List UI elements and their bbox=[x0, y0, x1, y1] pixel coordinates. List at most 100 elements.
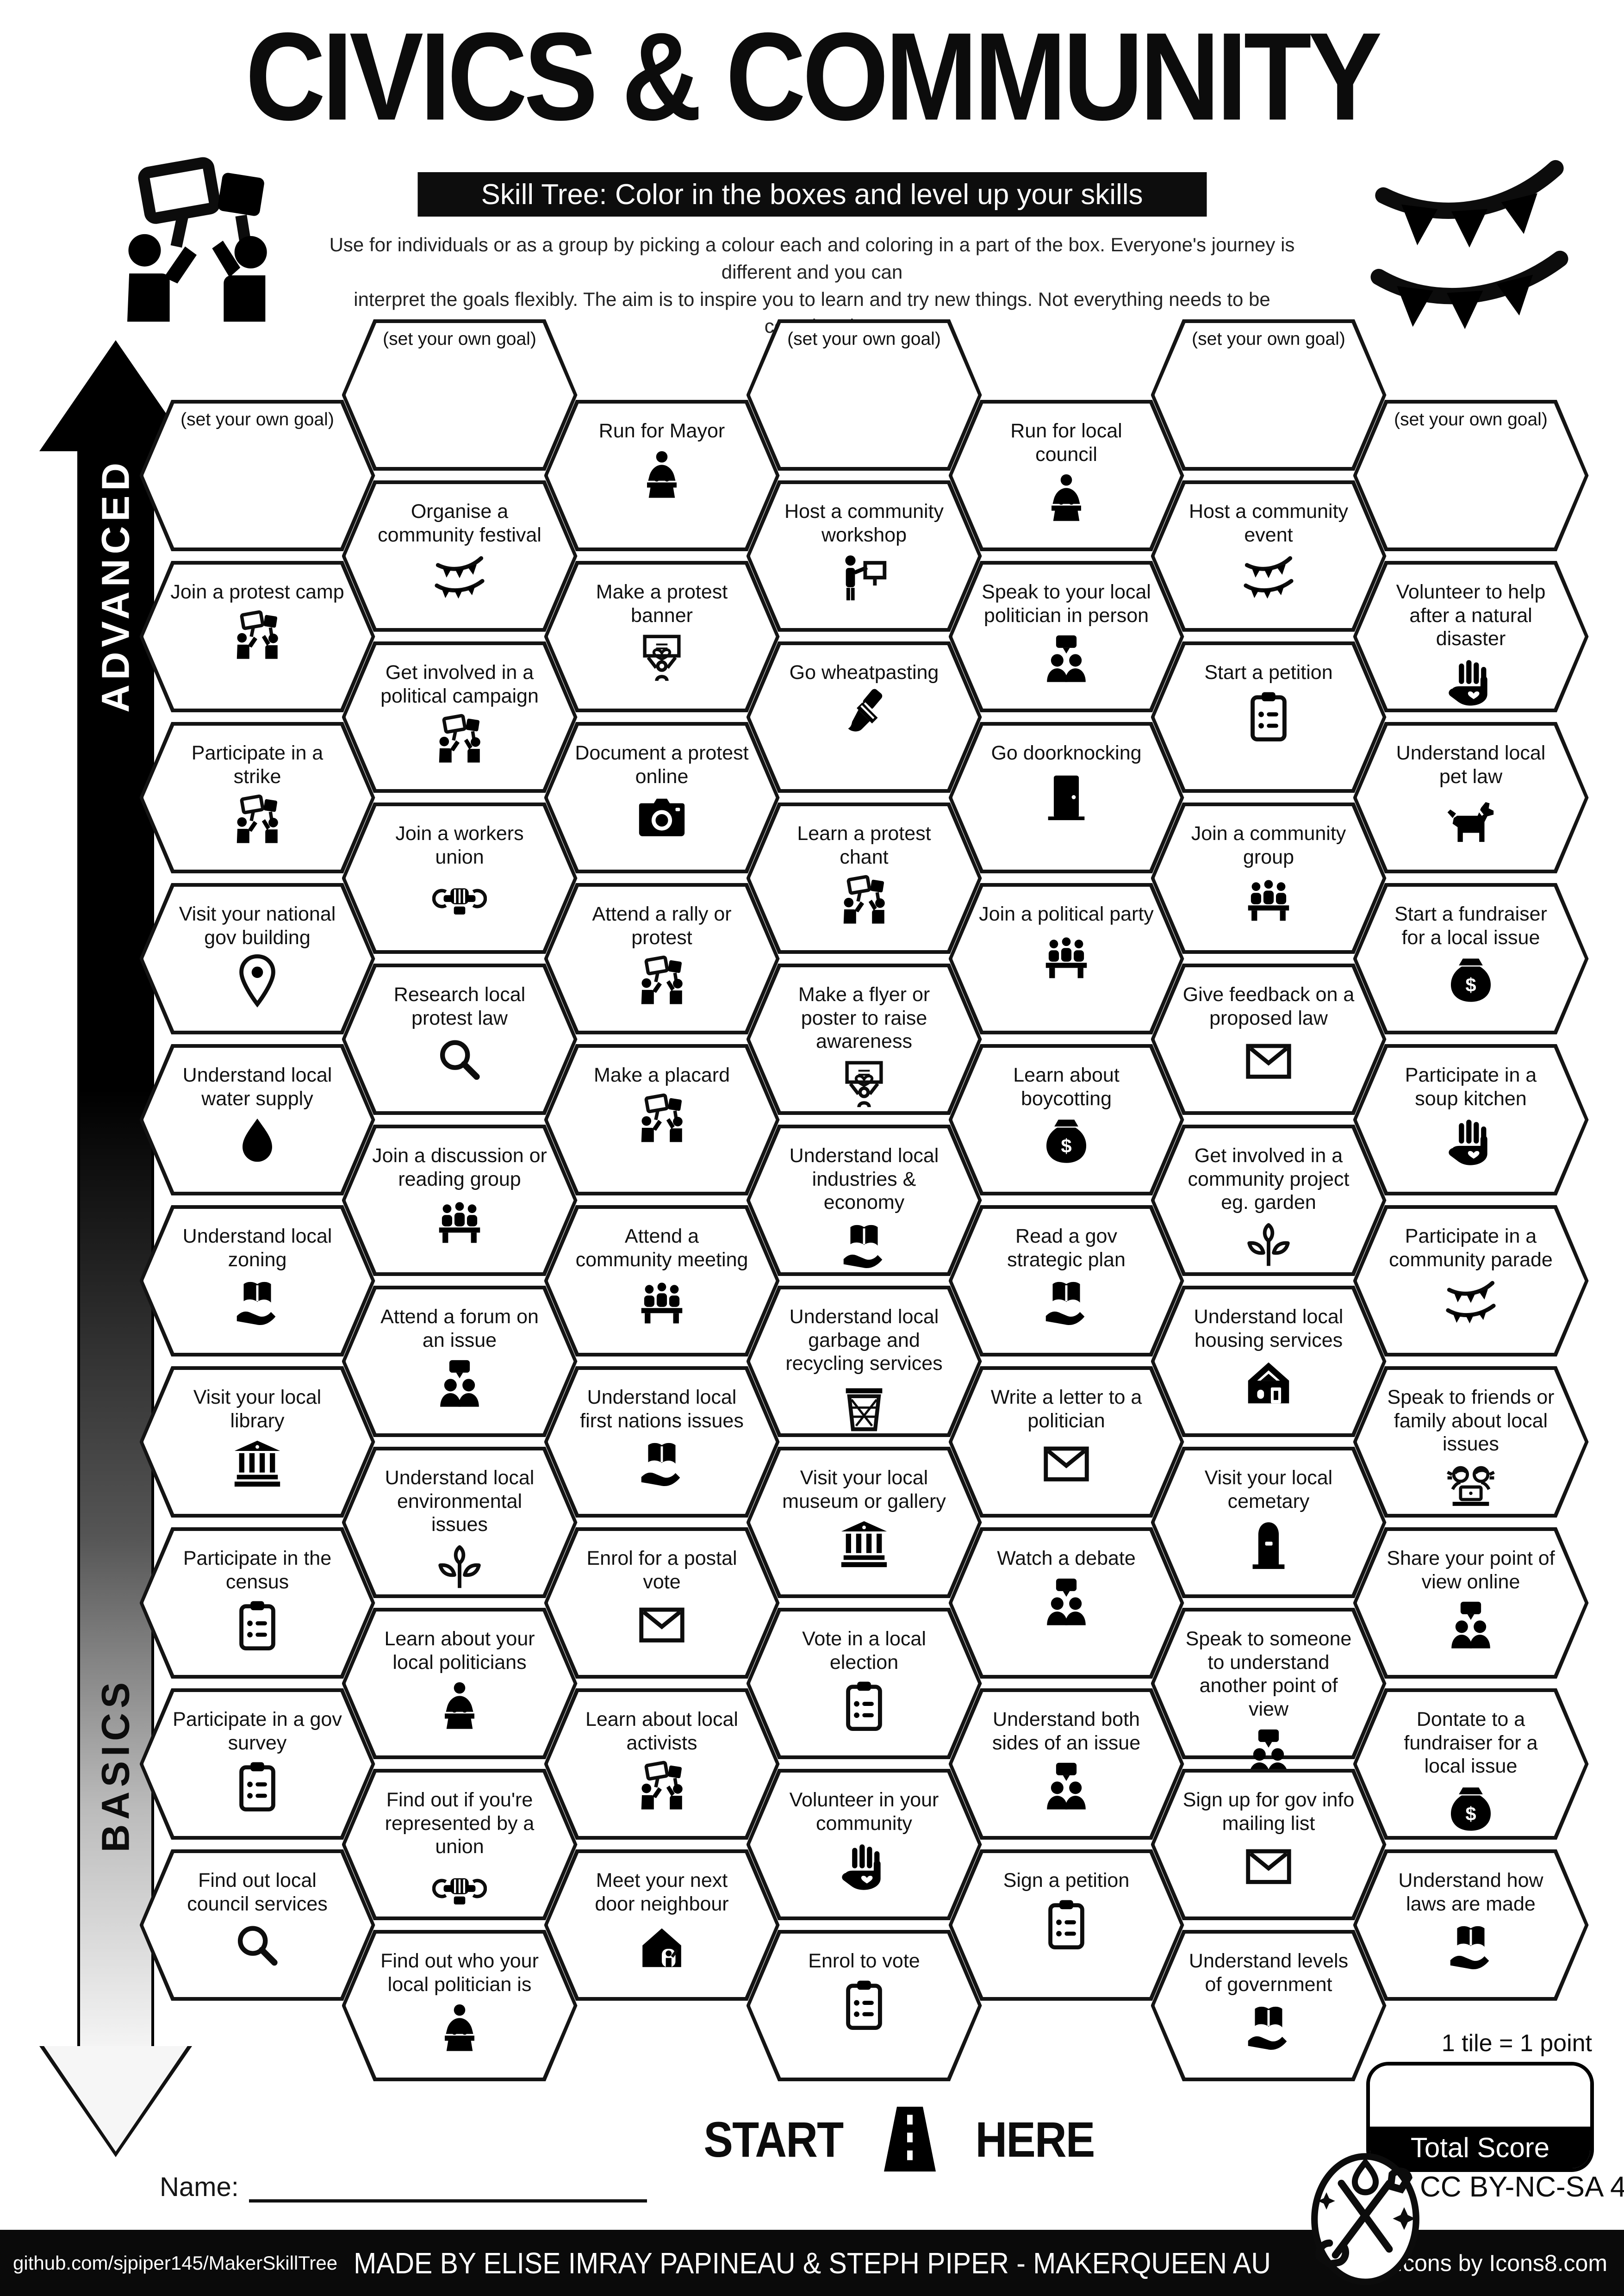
skill-tile[interactable]: Sign up for gov info mailing list bbox=[1151, 1769, 1387, 1920]
skill-tile[interactable]: Learn about your local politicians bbox=[342, 1608, 578, 1759]
skill-tile[interactable]: Dontate to a fundraiser for a local issu… bbox=[1353, 1688, 1589, 1840]
skill-tile[interactable]: Make a placard bbox=[544, 1044, 780, 1195]
skill-tile[interactable]: Understand how laws are made bbox=[1353, 1849, 1589, 2001]
skill-tile[interactable]: Join a political party bbox=[948, 883, 1184, 1034]
hex-fill bbox=[750, 1289, 978, 1433]
hex-fill bbox=[1154, 484, 1383, 628]
skill-tile[interactable]: Participate in a soup kitchen bbox=[1353, 1044, 1589, 1195]
skill-tile[interactable]: Sign a petition bbox=[948, 1849, 1184, 2001]
skill-tile[interactable]: Visit your local museum or gallery bbox=[746, 1447, 982, 1598]
skill-tile[interactable]: Run for local council bbox=[948, 400, 1184, 551]
skill-tile[interactable]: Volunteer to help after a natural disast… bbox=[1353, 561, 1589, 712]
tile-label: Give feedback on a proposed law bbox=[1182, 983, 1355, 1029]
skill-tile[interactable]: Speak to someone to understand another p… bbox=[1151, 1608, 1387, 1759]
skill-tile[interactable]: (set your own goal) bbox=[342, 319, 578, 471]
skill-tile[interactable]: Participate in the census bbox=[139, 1527, 375, 1679]
footer-credit: MADE BY ELISE IMRAY PAPINEAU & STEPH PIP… bbox=[353, 2246, 1271, 2280]
skill-tile[interactable]: Make a protest banner bbox=[544, 561, 780, 712]
tile-label: Start a petition bbox=[1204, 661, 1333, 684]
group-table-icon bbox=[635, 1275, 689, 1330]
skill-tile[interactable]: Find out if you're represented by a unio… bbox=[342, 1769, 578, 1920]
skill-tile[interactable]: Participate in a strike bbox=[139, 722, 375, 873]
skill-tile[interactable]: Vote in a local election bbox=[746, 1608, 982, 1759]
skill-tile[interactable]: Understand local housing services bbox=[1151, 1286, 1387, 1437]
skill-tile[interactable]: Understand local pet law bbox=[1353, 722, 1589, 873]
people-signs-icon bbox=[635, 1091, 689, 1145]
skill-tile[interactable]: Speak to your local politician in person bbox=[948, 561, 1184, 712]
skill-tile[interactable]: Learn about local activists bbox=[544, 1688, 780, 1840]
skill-tile[interactable]: Start a petition bbox=[1151, 641, 1387, 793]
skill-tile[interactable]: Join a community group bbox=[1151, 803, 1387, 954]
hex-fill bbox=[548, 726, 776, 870]
skill-tile[interactable]: Participate in a community parade bbox=[1353, 1205, 1589, 1356]
skill-tile[interactable]: Meet your next door neighbour bbox=[544, 1849, 780, 2001]
skill-tile[interactable]: Join a workers union bbox=[342, 803, 578, 954]
skill-tile[interactable]: Join a discussion or reading group bbox=[342, 1125, 578, 1276]
skill-tile[interactable]: Attend a forum on an issue bbox=[342, 1286, 578, 1437]
skill-tile[interactable]: Participate in a gov survey bbox=[139, 1688, 375, 1840]
skill-tile[interactable]: Visit your local cemetary bbox=[1151, 1447, 1387, 1598]
skill-tile[interactable]: Start a fundraiser for a local issue bbox=[1353, 883, 1589, 1034]
skill-tile[interactable]: Organise a community festival bbox=[342, 480, 578, 632]
bunting-icon bbox=[1241, 550, 1296, 605]
skill-tile[interactable]: Watch a debate bbox=[948, 1527, 1184, 1679]
skill-tile[interactable]: Enrol for a postal vote bbox=[544, 1527, 780, 1679]
people-signs-icon bbox=[432, 711, 487, 766]
skill-tile[interactable]: Document a protest online bbox=[544, 722, 780, 873]
hex-fill bbox=[750, 1773, 978, 1916]
envelope-icon bbox=[1241, 1033, 1296, 1088]
skill-tile[interactable]: Attend a community meeting bbox=[544, 1205, 780, 1356]
skill-tile[interactable]: Visit your national gov building bbox=[139, 883, 375, 1034]
score-write-area[interactable] bbox=[1370, 2066, 1590, 2127]
tile-label: Host a community event bbox=[1188, 500, 1349, 546]
tile-label: Learn about your local politicians bbox=[384, 1628, 535, 1674]
tile-label: Speak to your local politician in person bbox=[982, 581, 1151, 627]
skill-tile[interactable]: Join a protest camp bbox=[139, 561, 375, 712]
tile-label: Make a protest banner bbox=[596, 581, 728, 627]
skill-tile[interactable]: Get involved in a political campaign bbox=[342, 641, 578, 793]
skill-tile[interactable]: Learn a protest chant bbox=[746, 803, 982, 954]
magnifier-icon bbox=[432, 1033, 487, 1088]
skill-tile[interactable]: Go doorknocking bbox=[948, 722, 1184, 873]
skill-tile[interactable]: Host a community workshop bbox=[746, 480, 982, 632]
skill-tile[interactable]: (set your own goal) bbox=[1151, 319, 1387, 471]
skill-tile[interactable]: Understand local water supply bbox=[139, 1044, 375, 1195]
skill-tile[interactable]: Speak to friends or family about local i… bbox=[1353, 1366, 1589, 1518]
skill-tile[interactable]: Understand local first nations issues bbox=[544, 1366, 780, 1518]
skill-tile[interactable]: Host a community event bbox=[1151, 480, 1387, 632]
tile-label: Understand local zoning bbox=[182, 1225, 332, 1271]
skill-tile[interactable]: Learn about boycotting bbox=[948, 1044, 1184, 1195]
skill-tile[interactable]: Attend a rally or protest bbox=[544, 883, 780, 1034]
skill-tile[interactable]: Understand local environmental issues bbox=[342, 1447, 578, 1598]
skill-tile[interactable]: Read a gov strategic plan bbox=[948, 1205, 1184, 1356]
skill-tile[interactable]: Find out local council services bbox=[139, 1849, 375, 2001]
skill-tile[interactable]: Understand local garbage and recycling s… bbox=[746, 1286, 982, 1437]
footer-icons-credit[interactable]: Icons by Icons8.com bbox=[1396, 2250, 1607, 2276]
name-input-line[interactable] bbox=[249, 2171, 647, 2203]
skill-tile[interactable]: Understand local industries & economy bbox=[746, 1125, 982, 1276]
skill-tile[interactable]: (set your own goal) bbox=[746, 319, 982, 471]
hex-fill bbox=[1154, 806, 1383, 950]
skill-tile[interactable]: (set your own goal) bbox=[1353, 400, 1589, 551]
skill-tile[interactable]: Volunteer in your community bbox=[746, 1769, 982, 1920]
skill-tile[interactable]: Understand both sides of an issue bbox=[948, 1688, 1184, 1840]
skill-tile[interactable]: Research local protest law bbox=[342, 964, 578, 1115]
skill-tile[interactable]: Find out who your local politician is bbox=[342, 1930, 578, 2081]
skill-tile[interactable]: Make a flyer or poster to raise awarenes… bbox=[746, 964, 982, 1115]
hex-fill bbox=[1154, 645, 1383, 789]
hex-fill bbox=[345, 484, 574, 628]
hex-fill bbox=[548, 1370, 776, 1514]
skill-tile[interactable]: Go wheatpasting bbox=[746, 641, 982, 793]
skill-tile[interactable]: Share your point of view online bbox=[1353, 1527, 1589, 1679]
skill-tile[interactable]: Understand local zoning bbox=[139, 1205, 375, 1356]
skill-tile[interactable]: Understand levels of government bbox=[1151, 1930, 1387, 2081]
skill-tile[interactable]: (set your own goal) bbox=[139, 400, 375, 551]
skill-tile[interactable]: Enrol to vote bbox=[746, 1930, 982, 2081]
skill-tile[interactable]: Write a letter to a politician bbox=[948, 1366, 1184, 1518]
skill-tile[interactable]: Give feedback on a proposed law bbox=[1151, 964, 1387, 1115]
skill-tile[interactable]: Get involved in a community project eg. … bbox=[1151, 1125, 1387, 1276]
skill-tile[interactable]: Run for Mayor bbox=[544, 400, 780, 551]
footer-repo-link[interactable]: github.com/sjpiper145/MakerSkillTree bbox=[13, 2252, 338, 2274]
subtitle-bar: Skill Tree: Color in the boxes and level… bbox=[417, 172, 1207, 217]
skill-tile[interactable]: Visit your local library bbox=[139, 1366, 375, 1518]
